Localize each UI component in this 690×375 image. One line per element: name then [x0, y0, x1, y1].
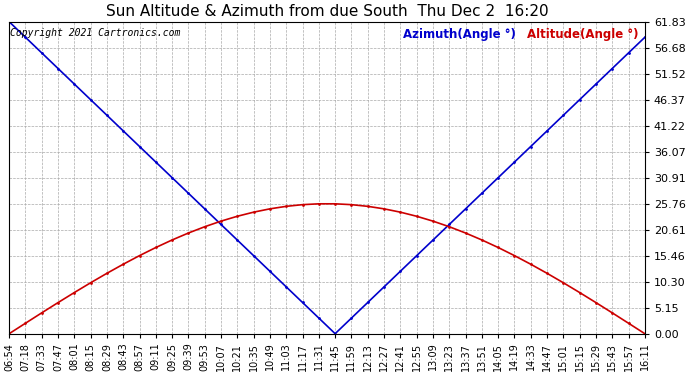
Text: Copyright 2021 Cartronics.com: Copyright 2021 Cartronics.com: [10, 28, 181, 38]
Legend: Azimuth(Angle °), Altitude(Angle °): Azimuth(Angle °), Altitude(Angle °): [403, 28, 639, 40]
Title: Sun Altitude & Azimuth from due South  Thu Dec 2  16:20: Sun Altitude & Azimuth from due South Th…: [106, 4, 549, 19]
